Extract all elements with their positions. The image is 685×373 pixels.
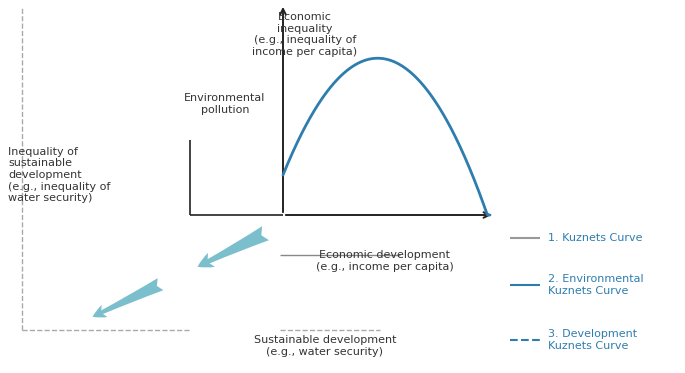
Text: Inequality of
sustainable
development
(e.g., inequality of
water security): Inequality of sustainable development (e…	[8, 147, 110, 203]
Text: 2. Environmental
Kuznets Curve: 2. Environmental Kuznets Curve	[548, 274, 644, 296]
Text: Economic development
(e.g., income per capita): Economic development (e.g., income per c…	[316, 250, 454, 272]
Text: 3. Development
Kuznets Curve: 3. Development Kuznets Curve	[548, 329, 637, 351]
Text: Economic
inequality
(e.g., inequality of
income per capita): Economic inequality (e.g., inequality of…	[253, 12, 358, 57]
Text: 1. Kuznets Curve: 1. Kuznets Curve	[548, 233, 643, 243]
Text: Sustainable development
(e.g., water security): Sustainable development (e.g., water sec…	[253, 335, 396, 357]
Text: Environmental
pollution: Environmental pollution	[184, 93, 266, 115]
